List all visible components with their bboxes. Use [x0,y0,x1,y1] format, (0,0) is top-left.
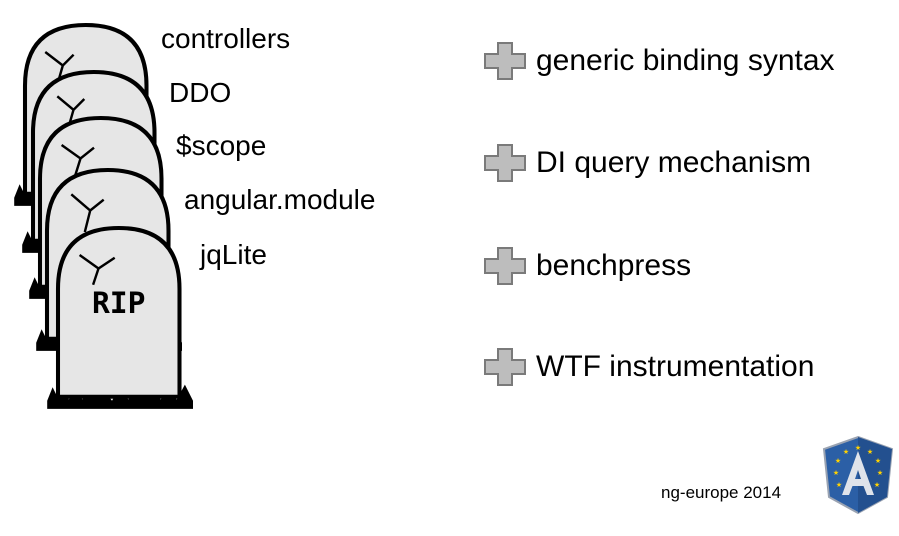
removed-item-ddo: DDO [169,77,232,108]
added-item-generic-binding-syntax: generic binding syntax [483,41,835,81]
added-item-benchpress: benchpress [483,246,691,286]
added-item-label: generic binding syntax [536,44,835,77]
svg-text:★: ★ [833,469,839,477]
added-item-label: benchpress [536,249,692,282]
tombstone-front: RIP [47,228,194,409]
svg-text:★: ★ [877,469,883,477]
svg-text:★: ★ [835,457,841,465]
svg-text:★: ★ [855,444,861,452]
added-item-wtf-instrumentation: WTF instrumentation [483,347,814,387]
svg-text:★: ★ [836,481,842,489]
removed-item-controllers: controllers [161,23,291,54]
added-item-di-query-mechanism: DI query mechanism [483,143,811,183]
svg-text:★: ★ [867,448,873,456]
tombstone-stack: RIP [14,0,194,409]
plus-icon [484,247,526,285]
footer-event-name: ng-europe 2014 [661,483,782,502]
plus-icon [484,144,526,182]
plus-icon [484,42,526,80]
svg-text:★: ★ [874,481,880,489]
removed-item-scope: $scope [176,130,267,161]
removed-item-angular-module: angular.module [184,184,376,215]
plus-icon [484,348,526,386]
added-item-label: WTF instrumentation [536,350,815,383]
tombstone-rip-text: RIP [92,286,146,321]
svg-text:★: ★ [875,457,881,465]
angular-europe-shield-icon: ★ ★ ★ ★ ★ ★ ★ ★ ★ [822,435,894,515]
added-item-label: DI query mechanism [536,146,812,179]
removed-item-jqlite: jqLite [200,239,267,270]
svg-text:★: ★ [843,448,849,456]
tombstone [36,170,183,351]
